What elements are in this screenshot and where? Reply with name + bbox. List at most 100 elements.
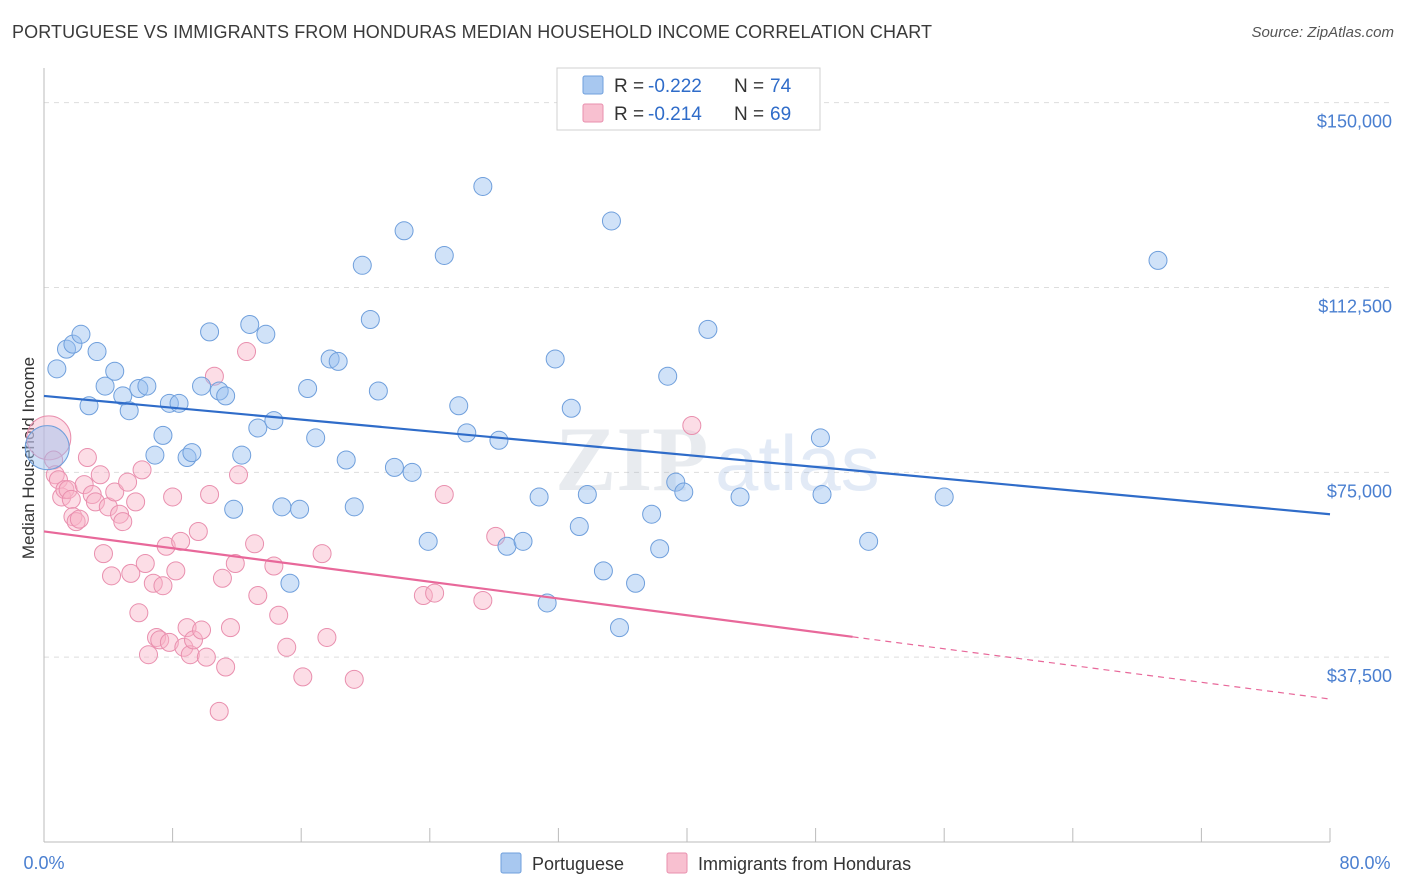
data-point [47,359,67,379]
data-point [352,255,372,275]
data-point [601,211,621,231]
data-point [180,645,200,665]
data-point [113,512,133,532]
y-tick-labels: $150,000 $112,500 $75,000 $37,500 [1317,112,1392,687]
data-point [413,586,433,606]
data-point [529,487,549,507]
data-point [63,334,83,354]
data-point [306,428,326,448]
data-point [216,657,236,677]
data-point [434,245,454,265]
data-point [264,411,284,431]
data-point [90,465,110,485]
correlation-legend: R = -0.222 N = 74 R = -0.214 N = 69 [556,67,821,131]
gridlines [44,102,1392,658]
data-point [730,487,750,507]
data-point [569,517,589,537]
data-point [425,583,445,603]
data-point [129,379,149,399]
data-point [626,573,646,593]
bottom-legend-portuguese: Portuguese [532,854,624,874]
data-point [473,176,493,196]
data-point [200,322,220,342]
x-tick-label-max: 80.0% [1339,853,1390,873]
legend-n-value-1: 74 [770,76,792,97]
data-point [216,386,236,406]
legend-n-label-2: N = [734,104,764,125]
data-point [272,497,292,517]
data-point [384,457,404,477]
data-point [674,482,694,502]
legend-r-value-2: -0.214 [648,104,702,125]
data-point [105,482,125,502]
data-point [513,531,533,551]
legend-swatch-portuguese [582,75,604,95]
data-point [196,647,216,667]
chart-title: PORTUGUESE VS IMMIGRANTS FROM HONDURAS M… [12,22,933,42]
data-point [328,351,348,371]
data-point [489,430,509,450]
data-point [682,415,702,435]
source-label: Source: ZipAtlas.com [1251,24,1394,41]
data-point [434,485,454,505]
series-legend: Portuguese Immigrants from Honduras [500,852,911,874]
data-point [245,534,265,554]
data-point [561,398,581,418]
data-point [248,418,268,438]
data-point [119,401,139,421]
y-tick-label: $112,500 [1318,296,1392,316]
data-point [457,423,477,443]
data-point [232,445,252,465]
data-point [642,504,662,524]
data-point [290,499,310,519]
data-point [934,487,954,507]
legend-swatch-honduras [582,103,604,123]
data-point [71,324,91,344]
data-point [225,554,245,574]
trend-honduras-dashed [852,636,1331,700]
data-point [137,376,157,396]
data-point [183,630,203,650]
data-point [24,425,70,471]
data-point [368,381,388,401]
data-point [248,586,268,606]
data-point [147,627,167,647]
data-point [118,472,138,492]
y-tick-label: $37,500 [1327,666,1392,686]
data-point [132,460,152,480]
data-point [698,319,718,339]
data-point [129,603,149,623]
legend-r-label-2: R = [614,104,644,125]
data-point [105,361,125,381]
x-tick-label-min: 0.0% [23,853,64,873]
data-point [61,489,81,509]
data-point [666,472,686,492]
data-point [69,509,89,529]
data-point [418,531,438,551]
data-point [102,566,122,586]
data-point [650,539,670,559]
data-point [269,605,289,625]
y-tick-label: $75,000 [1327,481,1392,501]
data-point [545,349,565,369]
data-point [200,485,220,505]
data-point [256,324,276,344]
data-point [449,396,469,416]
trend-portuguese-solid [43,394,1331,516]
data-point [859,531,879,551]
data-point [336,450,356,470]
data-point [280,573,300,593]
data-point [812,485,832,505]
data-point [153,576,173,596]
data-point [212,568,232,588]
data-point [344,669,364,689]
data-point [593,561,613,581]
data-point [237,342,257,362]
watermark-atlas: atlas [715,419,880,507]
data-point [174,637,194,657]
data-point [224,499,244,519]
data-point [497,536,517,556]
data-point [344,497,364,517]
bottom-legend-swatch-honduras [666,852,688,874]
